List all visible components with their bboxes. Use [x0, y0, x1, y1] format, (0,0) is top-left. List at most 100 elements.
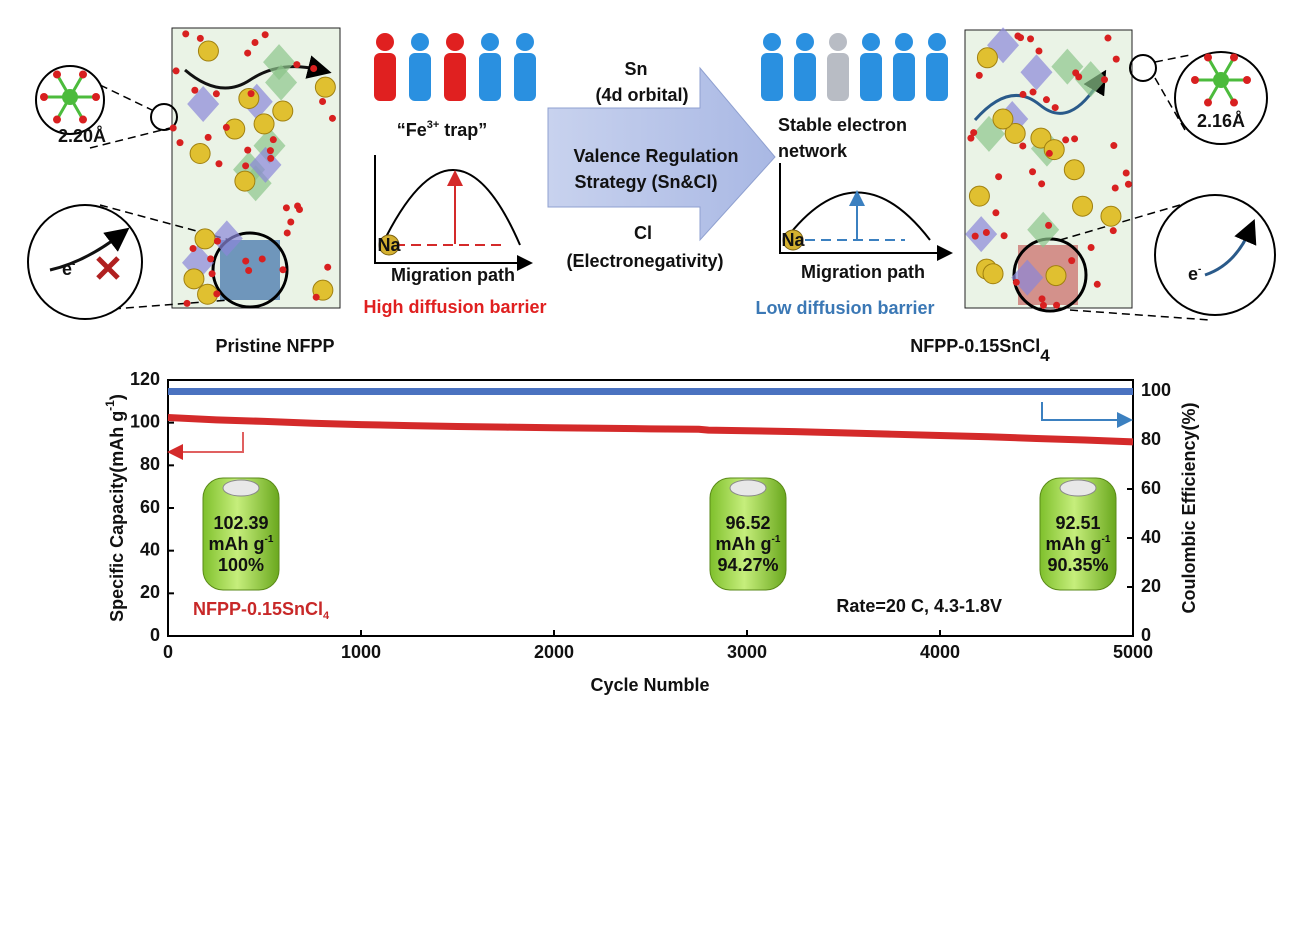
battery-unit: mAh g-1: [716, 534, 781, 554]
na-atom: [982, 263, 1004, 285]
person-head: [928, 33, 946, 51]
o-atom: [1124, 180, 1132, 188]
na-label: Na: [377, 235, 401, 255]
y-tick-label: 120: [130, 369, 160, 389]
battery-capacity: 96.52: [725, 513, 770, 533]
electron-arrow: [1204, 218, 1257, 277]
x-tick-label: 0: [163, 642, 173, 662]
o-atom: [310, 64, 318, 72]
o-atom: [266, 147, 274, 155]
na-atom: [272, 100, 294, 122]
person-head: [446, 33, 464, 51]
na-atom: [1063, 159, 1085, 181]
y2-tick-label: 100: [1141, 380, 1171, 400]
o-atom: [1053, 301, 1061, 309]
o-atom: [1204, 53, 1212, 62]
o-atom: [92, 93, 100, 101]
o-atom: [293, 61, 301, 69]
o-atom: [283, 229, 291, 237]
text: Cl: [634, 223, 652, 243]
o-atom: [242, 162, 250, 170]
text: (4d orbital): [596, 85, 689, 105]
o-atom: [1087, 244, 1095, 252]
na-atom: [183, 268, 205, 290]
o-atom: [251, 38, 259, 46]
polyhedron: [210, 220, 243, 257]
o-atom: [995, 173, 1003, 181]
text: Stable electron: [778, 115, 907, 135]
o-atom: [287, 218, 295, 226]
text: NFPP-0.15SnCl: [193, 599, 323, 619]
text: -1: [1102, 534, 1111, 545]
electron-label: e-: [62, 259, 75, 279]
y2-tick-label: 60: [1141, 478, 1161, 498]
text: 3+: [427, 119, 440, 131]
o-atom: [258, 255, 266, 263]
o-atom: [1110, 142, 1118, 150]
o-atom: [242, 257, 250, 265]
o-atom: [53, 70, 61, 79]
text: trap”: [439, 120, 487, 140]
y-tick-label: 0: [150, 625, 160, 645]
na-atom: [253, 113, 275, 135]
battery-retention: 90.35%: [1047, 555, 1108, 575]
battery-unit: mAh g-1: [1046, 534, 1111, 554]
o-atom: [1027, 35, 1035, 43]
barrier-label: Low diffusion barrier: [755, 298, 934, 318]
o-atom: [1230, 53, 1238, 62]
text: mAh g: [209, 534, 265, 554]
zoom-circle: [1174, 51, 1268, 145]
person-body: [444, 53, 466, 101]
text: -1: [772, 534, 781, 545]
person-body: [794, 53, 816, 101]
polyhedron: [1027, 211, 1060, 248]
o-atom: [183, 299, 191, 307]
o-atom: [1045, 221, 1053, 229]
o-atom: [1045, 149, 1053, 157]
x-tick-label: 2000: [534, 642, 574, 662]
o-atom: [1042, 96, 1050, 104]
blocked: [96, 256, 120, 280]
person-body: [409, 53, 431, 101]
na-atom: [976, 47, 998, 69]
na-atom: [1045, 265, 1067, 287]
barrier-label: High diffusion barrier: [363, 297, 546, 317]
person-head: [516, 33, 534, 51]
na-atom: [234, 170, 256, 192]
battery-capacity: 92.51: [1055, 513, 1100, 533]
o-atom: [176, 139, 184, 147]
battery-top: [729, 479, 767, 497]
text: -: [72, 259, 75, 270]
battery-capacity: 102.39: [213, 513, 268, 533]
o-atom: [324, 263, 332, 271]
battery: [202, 477, 280, 591]
o-atom: [1035, 47, 1043, 55]
text: -1: [265, 534, 274, 545]
text: Strategy (Sn&Cl): [574, 172, 717, 192]
text: e: [1188, 264, 1198, 284]
y2-axis-label: Coulombic Efficiency(%): [1179, 402, 1199, 613]
polyhedron: [965, 216, 998, 253]
text: NFPP-0.15SnCl: [910, 336, 1040, 356]
bond: [1219, 79, 1236, 104]
zoom-ring: [1129, 54, 1157, 82]
axis-pointer: [167, 432, 244, 460]
x-axis-label: Cycle Numble: [590, 675, 709, 695]
zoom-circle: [1154, 194, 1276, 316]
series-line: [167, 414, 1134, 446]
o-atom: [1112, 55, 1120, 63]
y-axis-label: Specific Capacity(mAh g-1): [103, 394, 127, 622]
o-atom: [1104, 34, 1112, 42]
na-label: Na: [781, 230, 805, 250]
o-atom: [53, 115, 61, 124]
y-tick-label: 40: [140, 539, 160, 559]
o-atom: [196, 34, 204, 42]
text: e: [62, 259, 72, 279]
person-body: [926, 53, 948, 101]
o-atom: [244, 49, 252, 57]
y2-tick-label: 0: [1141, 625, 1151, 645]
o-atom: [282, 204, 290, 212]
o-atom: [1000, 232, 1008, 240]
